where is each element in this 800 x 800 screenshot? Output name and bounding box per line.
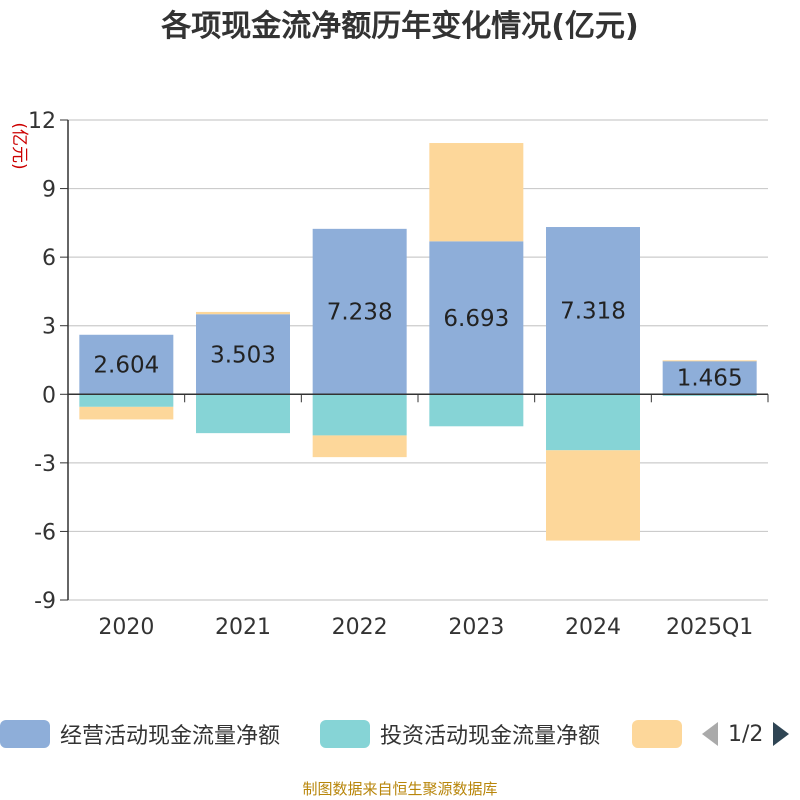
data-label-2024: 7.318 <box>560 299 626 325</box>
data-label-2021: 3.503 <box>210 342 276 368</box>
bar-operating-2022[interactable] <box>312 228 407 395</box>
legend-swatch-financing <box>632 720 682 748</box>
triangle-left-icon[interactable] <box>700 720 720 748</box>
bar-investing-2024[interactable] <box>546 394 640 451</box>
bar-operating-2024[interactable] <box>546 227 640 395</box>
x-tick-label: 2022 <box>332 615 388 640</box>
bar-investing-2021[interactable] <box>196 394 290 434</box>
legend: 经营活动现金流量净额 投资活动现金流量净额 1/2 <box>0 716 800 752</box>
legend-label-operating: 经营活动现金流量净额 <box>60 724 281 749</box>
bar-financing-2022[interactable] <box>312 435 407 458</box>
triangle-right-icon[interactable] <box>771 720 791 748</box>
y-tick-label: -3 <box>34 452 56 477</box>
bar-investing-2022[interactable] <box>312 394 407 436</box>
bar-financing-2021[interactable] <box>196 311 290 315</box>
legend-item-financing[interactable] <box>632 716 682 752</box>
source-note: 制图数据来自恒生聚源数据库 <box>302 780 498 798</box>
bar-financing-2024[interactable] <box>546 450 640 541</box>
bar-operating-2020[interactable] <box>79 334 174 395</box>
data-label-2023: 6.693 <box>443 306 509 332</box>
bar-financing-2020[interactable] <box>79 406 174 420</box>
legend-page-indicator: 1/2 <box>728 721 764 747</box>
x-tick-label: 2021 <box>215 615 271 640</box>
bars <box>79 143 757 541</box>
legend-swatch-operating <box>0 720 50 748</box>
y-tick-label: 0 <box>42 383 56 408</box>
y-tick-label: 3 <box>42 315 56 340</box>
y-tick-label: -9 <box>34 589 56 614</box>
bar-investing-2025Q1[interactable] <box>662 394 757 396</box>
legend-pager: 1/2 <box>700 716 791 752</box>
y-tick-label: 12 <box>28 109 56 134</box>
data-label-2025Q1: 1.465 <box>677 366 743 392</box>
x-tick-label: 2025Q1 <box>666 615 753 640</box>
bar-investing-2023[interactable] <box>429 394 524 427</box>
data-labels: 2.604 3.503 7.238 6.693 7.318 1.465 <box>93 299 742 392</box>
bar-investing-2020[interactable] <box>79 394 174 407</box>
bar-operating-2023[interactable] <box>429 241 524 395</box>
legend-swatch-investing <box>320 720 370 748</box>
bar-financing-2025Q1[interactable] <box>662 360 757 362</box>
x-tick-label: 2024 <box>565 615 621 640</box>
legend-item-operating[interactable]: 经营活动现金流量净额 <box>0 716 280 752</box>
x-tick-label: 2023 <box>448 615 504 640</box>
axes: 12 9 6 3 0 -3 -6 -9 2020 2021 2022 2023 2024 2025Q1 <box>28 109 769 640</box>
bar-operating-2025Q1[interactable] <box>662 360 757 395</box>
y-axis-unit-label: (亿元) <box>9 122 29 169</box>
bar-operating-2021[interactable] <box>196 314 290 395</box>
data-label-2020: 2.604 <box>93 353 159 379</box>
x-tick-label: 2020 <box>98 615 154 640</box>
bar-financing-2023[interactable] <box>429 143 524 242</box>
chart-title: 各项现金流净额历年变化情况(亿元) <box>160 9 638 44</box>
legend-label-investing: 投资活动现金流量净额 <box>380 724 601 749</box>
legend-item-investing[interactable]: 投资活动现金流量净额 <box>320 716 600 752</box>
y-tick-label: -6 <box>34 520 56 545</box>
y-tick-label: 9 <box>42 178 56 203</box>
grid-lines <box>68 119 768 601</box>
data-label-2022: 7.238 <box>327 300 393 326</box>
y-tick-label: 6 <box>42 246 56 271</box>
